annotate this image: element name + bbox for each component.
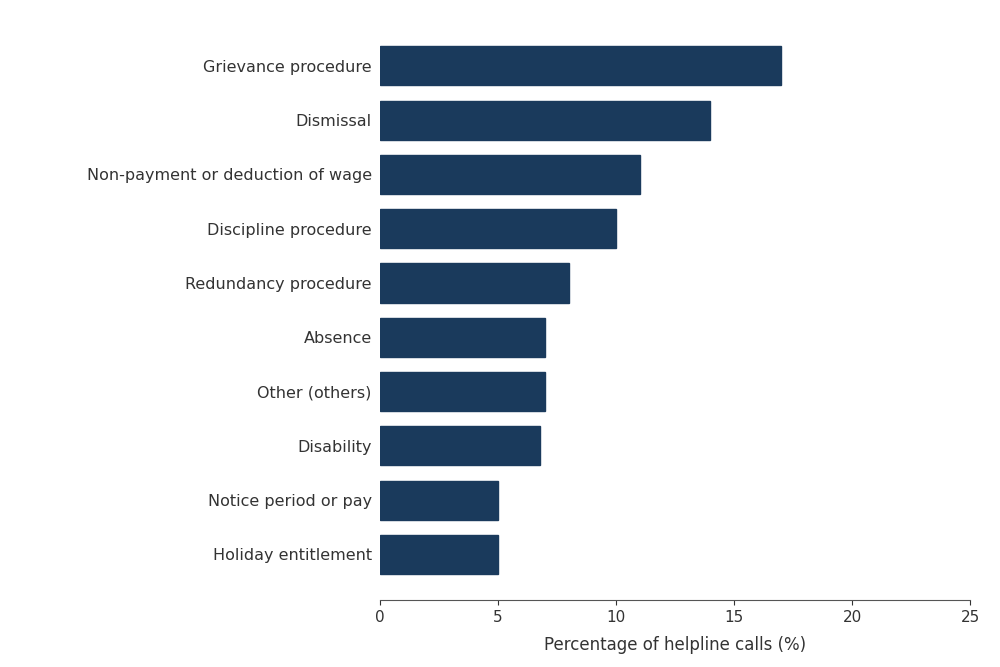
Bar: [380, 47, 781, 85]
Bar: [380, 535, 498, 574]
Bar: [380, 209, 616, 248]
Bar: [380, 101, 710, 140]
Bar: [380, 426, 540, 466]
X-axis label: Percentage of helpline calls (%): Percentage of helpline calls (%): [544, 636, 806, 654]
Bar: [380, 372, 545, 411]
Bar: [380, 480, 498, 520]
Bar: [380, 317, 545, 357]
Bar: [380, 155, 640, 194]
Bar: [380, 263, 569, 303]
